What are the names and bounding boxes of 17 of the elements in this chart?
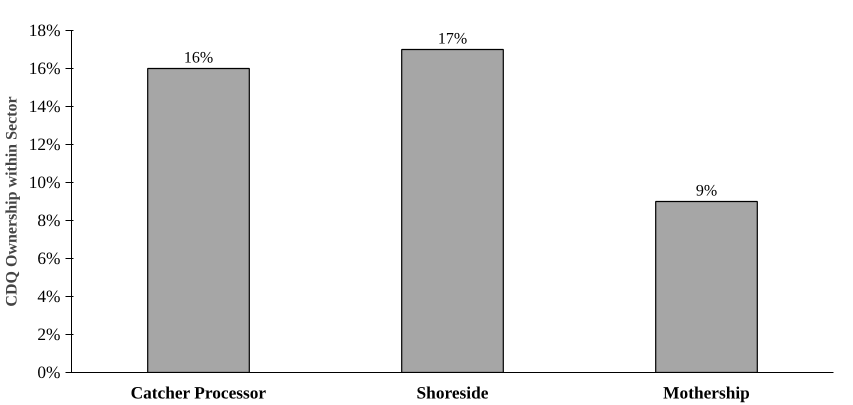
- y-tick-label: 16%: [28, 59, 61, 78]
- y-tick-label: 10%: [28, 173, 61, 192]
- y-tick-label: 12%: [28, 135, 61, 154]
- y-tick-label: 2%: [37, 325, 61, 344]
- y-tick-label: 4%: [37, 287, 61, 306]
- y-tick-label: 18%: [28, 21, 61, 40]
- y-tick-label: 14%: [28, 97, 61, 116]
- data-label: 9%: [696, 182, 718, 200]
- data-label: 17%: [438, 30, 468, 48]
- x-tick-label: Shoreside: [416, 384, 489, 402]
- y-tick-label: 6%: [37, 249, 61, 268]
- x-tick-label: Mothership: [663, 384, 750, 402]
- data-label: 16%: [184, 50, 214, 66]
- x-tick-label: Catcher Processor: [130, 384, 266, 402]
- y-tick-label: 8%: [37, 211, 61, 230]
- y-axis-title: CDQ Ownership within Sector: [4, 96, 21, 307]
- y-tick-label: 0%: [37, 363, 61, 382]
